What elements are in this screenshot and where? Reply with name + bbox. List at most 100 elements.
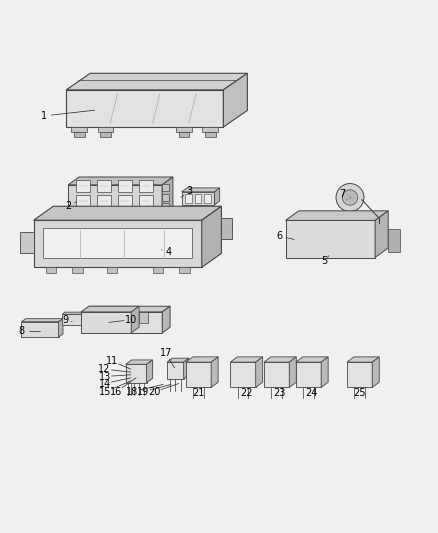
Circle shape [329,229,345,245]
Polygon shape [372,357,379,387]
Polygon shape [230,357,263,362]
Text: 5: 5 [321,256,328,266]
Polygon shape [211,357,218,387]
Polygon shape [186,357,218,362]
Text: 14: 14 [99,378,111,389]
Polygon shape [21,322,59,337]
Polygon shape [62,314,83,325]
Polygon shape [68,185,162,215]
Polygon shape [286,221,375,257]
Text: 19: 19 [138,387,150,397]
Circle shape [45,325,53,334]
Polygon shape [205,132,215,136]
Circle shape [343,190,358,205]
Text: 1: 1 [41,111,47,121]
Polygon shape [167,358,189,362]
Polygon shape [62,312,86,314]
Polygon shape [131,306,139,333]
Polygon shape [221,218,232,239]
Polygon shape [34,220,202,268]
Text: 8: 8 [18,326,25,336]
Polygon shape [223,74,247,127]
Polygon shape [59,319,63,337]
Circle shape [100,318,110,327]
Polygon shape [202,127,218,132]
Polygon shape [66,74,247,90]
Polygon shape [139,312,148,323]
Polygon shape [118,180,132,192]
Circle shape [307,233,314,241]
Text: 11: 11 [106,356,118,366]
Polygon shape [256,357,263,387]
Polygon shape [76,180,90,192]
Polygon shape [72,268,82,272]
Text: 2: 2 [65,201,71,211]
Text: 3: 3 [186,186,192,196]
Polygon shape [162,203,169,210]
Polygon shape [202,206,221,268]
Text: 10: 10 [125,315,137,325]
Text: 9: 9 [62,315,68,325]
Polygon shape [205,194,211,203]
Polygon shape [296,362,321,387]
Polygon shape [347,362,372,387]
Polygon shape [126,360,152,364]
Polygon shape [286,211,388,221]
Polygon shape [68,177,173,185]
Polygon shape [81,306,139,312]
Text: 20: 20 [148,387,161,397]
Polygon shape [66,90,223,127]
Text: 6: 6 [276,231,283,241]
Polygon shape [46,268,57,272]
Polygon shape [264,362,289,387]
Text: 7: 7 [339,189,345,199]
Polygon shape [162,306,170,333]
Polygon shape [264,357,296,362]
Polygon shape [179,268,190,272]
Polygon shape [179,132,189,136]
Polygon shape [81,312,131,333]
Polygon shape [43,228,192,258]
Polygon shape [321,357,328,387]
Polygon shape [71,127,87,132]
Polygon shape [100,132,111,136]
Polygon shape [83,312,86,325]
Circle shape [336,183,364,212]
Polygon shape [215,188,219,205]
Polygon shape [81,306,170,312]
Polygon shape [147,360,152,383]
Circle shape [22,238,31,247]
Polygon shape [296,357,328,362]
Polygon shape [97,195,111,207]
Polygon shape [162,177,173,215]
Polygon shape [153,268,163,272]
Polygon shape [182,188,219,192]
Polygon shape [21,319,63,322]
Circle shape [64,317,71,323]
Text: 16: 16 [110,387,123,397]
Polygon shape [74,132,85,136]
Text: 4: 4 [166,247,172,257]
Polygon shape [126,364,147,383]
Polygon shape [162,193,169,200]
Polygon shape [176,127,192,132]
Polygon shape [81,312,162,333]
Text: 23: 23 [273,388,286,398]
Polygon shape [34,206,221,220]
Polygon shape [347,357,379,362]
Polygon shape [76,195,90,207]
Polygon shape [230,362,256,387]
Text: 12: 12 [99,364,111,374]
Polygon shape [184,358,189,379]
Polygon shape [388,229,400,252]
Polygon shape [185,194,192,203]
Text: 13: 13 [99,372,111,382]
Polygon shape [162,184,169,191]
Polygon shape [182,192,215,205]
Polygon shape [289,357,296,387]
Text: 25: 25 [353,388,366,398]
Text: 21: 21 [192,388,204,398]
Circle shape [303,229,318,245]
Polygon shape [20,232,34,253]
Text: 15: 15 [99,387,112,397]
